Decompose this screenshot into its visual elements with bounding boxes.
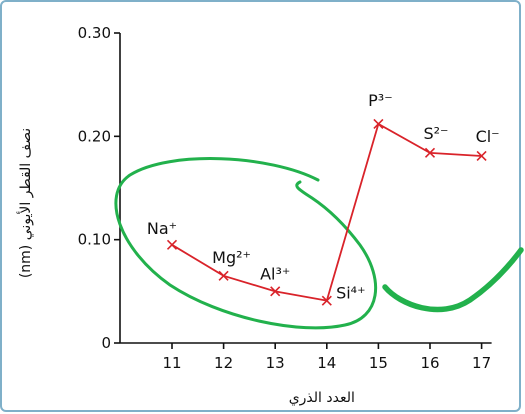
point-label: Al³⁺ bbox=[260, 264, 290, 283]
y-axis-title: نصف القطر الأيوني (nm) bbox=[16, 128, 34, 278]
marker-stroke bbox=[166, 239, 178, 250]
x-tick-label: 12 bbox=[214, 354, 233, 372]
marker-stroke bbox=[476, 150, 487, 162]
x-tick-label: 14 bbox=[317, 354, 336, 372]
marker-stroke bbox=[424, 147, 436, 158]
point-label: S²⁻ bbox=[423, 124, 448, 143]
y-tick-label: 0.30 bbox=[78, 24, 111, 42]
point-label: Na⁺ bbox=[147, 219, 177, 238]
data-point bbox=[424, 147, 436, 158]
data-point bbox=[476, 150, 487, 162]
marker-stroke bbox=[373, 118, 384, 129]
y-tick-label: 0.20 bbox=[78, 127, 111, 145]
series bbox=[166, 118, 487, 306]
data-point bbox=[373, 118, 384, 129]
series-line bbox=[171, 122, 482, 302]
y-tick-label: 0.10 bbox=[78, 231, 111, 249]
marker-stroke bbox=[321, 295, 332, 306]
x-tick-label: 17 bbox=[472, 354, 491, 372]
data-point bbox=[321, 295, 332, 306]
point-label: Cl⁻ bbox=[476, 127, 500, 146]
marker-stroke bbox=[218, 270, 229, 281]
x-axis-title: العدد الذري bbox=[289, 390, 355, 406]
x-tick-label: 16 bbox=[420, 354, 439, 372]
x-tick-label: 13 bbox=[266, 354, 285, 372]
data-point bbox=[218, 270, 229, 281]
point-label: Mg²⁺ bbox=[212, 248, 251, 267]
x-tick-label: 11 bbox=[162, 354, 181, 372]
annotations bbox=[114, 157, 524, 330]
data-point bbox=[270, 286, 281, 297]
y-tick-label: 0 bbox=[101, 334, 111, 352]
marker-stroke bbox=[270, 286, 281, 297]
axes: 0 0.10 0.20 0.30 11 12 13 14 15 16 17 bbox=[78, 24, 492, 372]
circled-group-annotation bbox=[114, 157, 377, 330]
labels: Na⁺ Mg²⁺ Al³⁺ Si⁴⁺ P³⁻ S²⁻ Cl⁻ bbox=[147, 91, 500, 303]
data-point bbox=[166, 239, 178, 250]
point-label: P³⁻ bbox=[368, 91, 393, 110]
swoosh-annotation bbox=[382, 247, 524, 313]
x-tick-label: 15 bbox=[369, 354, 388, 372]
point-label: Si⁴⁺ bbox=[336, 284, 365, 303]
